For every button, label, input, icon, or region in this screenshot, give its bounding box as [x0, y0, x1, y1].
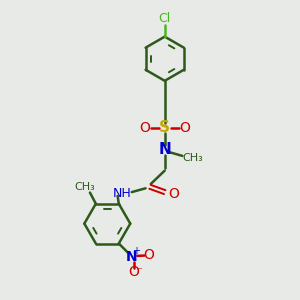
Text: O: O — [179, 121, 190, 135]
Text: +: + — [133, 247, 140, 256]
Text: CH₃: CH₃ — [182, 153, 203, 163]
Text: S: S — [159, 120, 170, 135]
Text: O: O — [139, 121, 150, 135]
Text: CH₃: CH₃ — [74, 182, 95, 192]
Text: O: O — [143, 248, 154, 262]
Text: O: O — [128, 265, 139, 279]
Text: NH: NH — [113, 187, 131, 200]
Text: Cl: Cl — [159, 13, 171, 26]
Text: ⁻: ⁻ — [136, 266, 142, 276]
Text: N: N — [158, 142, 171, 158]
Text: N: N — [126, 250, 138, 264]
Text: O: O — [168, 187, 179, 201]
